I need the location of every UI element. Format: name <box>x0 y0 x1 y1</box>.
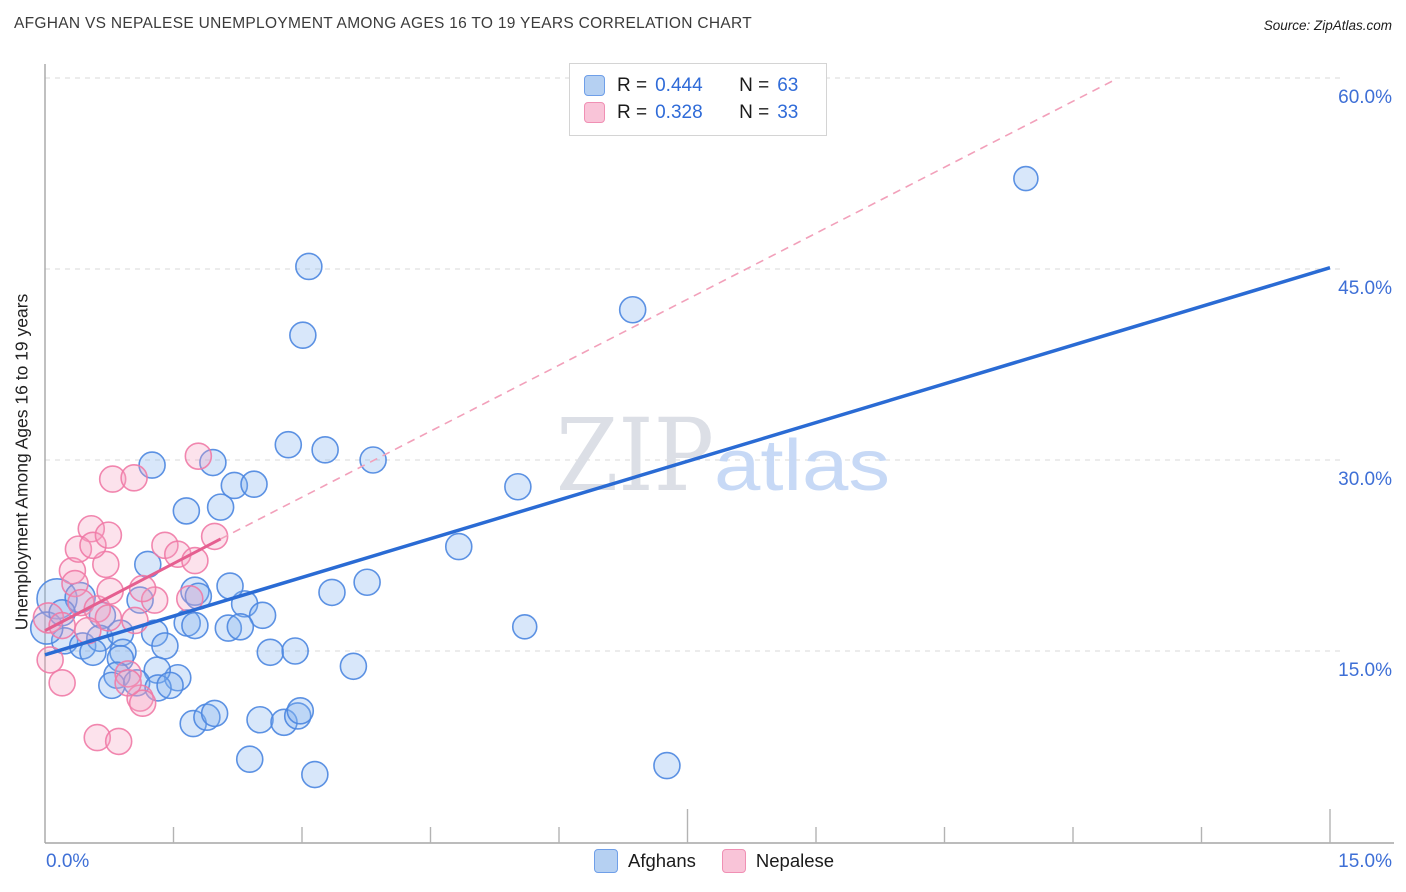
r-label: R = <box>617 74 648 96</box>
scatter-point-nepalese <box>98 465 127 493</box>
y-tick-label: 45.0% <box>1338 278 1392 299</box>
page-title: AFGHAN VS NEPALESE UNEMPLOYMENT AMONG AG… <box>14 15 752 32</box>
scatter-point-nepalese <box>120 464 148 492</box>
scatter-point-afghans <box>504 472 532 501</box>
n-label: N = <box>739 74 770 96</box>
scatter-point-nepalese <box>104 727 133 756</box>
y-tick-label: 15.0% <box>1338 660 1392 681</box>
scatter-point-nepalese <box>114 660 142 688</box>
axes <box>44 64 1394 844</box>
scatter-point-afghans <box>226 613 255 641</box>
scatter-point-nepalese <box>36 646 64 674</box>
scatter-point-nepalese <box>200 522 229 551</box>
scatter-point-afghans <box>511 614 538 640</box>
scatter-point-afghans <box>181 611 209 640</box>
scatter-point-afghans <box>248 601 277 630</box>
nepalese-swatch <box>721 849 746 873</box>
afghans-color-swatch <box>584 75 605 96</box>
watermark-atlas: atlas <box>714 426 890 506</box>
y-tick-label: 30.0% <box>1338 469 1392 490</box>
scatter-point-afghans <box>199 448 227 477</box>
scatter-point-afghans <box>444 532 473 561</box>
scatter-point-afghans <box>206 493 235 521</box>
scatter-point-afghans <box>281 637 309 665</box>
scatter-point-afghans <box>220 471 249 500</box>
scatter-point-nepalese <box>83 723 112 752</box>
scatter-point-afghans <box>286 697 315 725</box>
scatter-point-nepalese <box>140 586 169 614</box>
scatter-point-nepalese <box>128 689 157 718</box>
x-axis-min-label: 0.0% <box>46 851 90 872</box>
scatter-point-afghans <box>200 699 229 728</box>
trend-lines <box>44 78 1331 657</box>
scatter-point-nepalese <box>92 550 120 579</box>
n-label: N = <box>739 101 770 123</box>
scatter-point-afghans <box>339 652 368 681</box>
scatter-point-afghans <box>156 671 184 700</box>
scatter-point-afghans <box>318 578 346 607</box>
legend-label-afghans: Afghans <box>628 850 696 871</box>
scatter-point-afghans <box>295 252 323 281</box>
scatter-point-nepalese <box>79 531 107 560</box>
nepalese-color-swatch <box>584 102 605 123</box>
legend-label-nepalese: Nepalese <box>755 850 835 871</box>
scatter-point-nepalese <box>94 521 123 549</box>
scatter-point-afghans <box>353 568 381 597</box>
r-value-afghans: 0.444 <box>655 74 703 96</box>
n-value-afghans: 63 <box>777 74 799 96</box>
legend-item-nepalese: Nepalese <box>721 849 835 873</box>
afghans-swatch <box>594 849 618 873</box>
correlation-legend: R = 0.444 N = 63 R = 0.328 N = 33 <box>569 63 827 136</box>
source-credit: Source: ZipAtlas.com <box>1263 18 1392 33</box>
scatter-point-afghans <box>289 321 317 350</box>
n-value-nepalese: 33 <box>777 101 799 123</box>
r-label: R = <box>617 101 648 123</box>
scatter-point-nepalese <box>184 442 213 470</box>
y-axis-title: Unemployment Among Ages 16 to 19 years <box>11 293 32 631</box>
scatter-point-afghans <box>301 760 329 789</box>
scatter-point-afghans <box>246 705 274 734</box>
scatter-point-afghans <box>311 436 339 464</box>
series-legend: Afghans Nepalese <box>594 849 834 873</box>
scatter-point-nepalese <box>114 669 142 697</box>
scatter-point-afghans <box>172 497 201 525</box>
y-tick-label: 60.0% <box>1338 87 1392 108</box>
scatter-point-afghans <box>1013 165 1039 192</box>
legend-row-afghans: R = 0.444 N = 63 <box>584 72 814 99</box>
trend-line-afghans-solid <box>44 266 1331 657</box>
r-value-nepalese: 0.328 <box>655 101 703 123</box>
scatter-point-afghans <box>256 638 285 667</box>
gridlines <box>45 77 1345 652</box>
scatter-point-afghans <box>618 295 647 324</box>
scatter-point-afghans <box>126 586 154 614</box>
scatter-point-afghans <box>235 745 264 774</box>
scatter-point-afghans <box>270 708 298 737</box>
scatter-point-afghans <box>214 614 243 642</box>
trend-line-nepalese-solid <box>44 537 222 632</box>
x-axis-max-label: 15.0% <box>1338 851 1392 872</box>
scatter-point-afghans <box>653 751 681 780</box>
scatter-point-afghans <box>151 632 179 660</box>
legend-row-nepalese: R = 0.328 N = 33 <box>584 99 814 126</box>
legend-item-afghans: Afghans <box>594 849 696 873</box>
watermark-zip: ZIP <box>556 397 714 514</box>
watermark: ZIP atlas <box>556 397 890 514</box>
scatter-point-nepalese <box>48 669 76 697</box>
scatter-point-afghans <box>193 703 221 732</box>
scatter-point-afghans <box>240 470 268 498</box>
scatter-point-afghans <box>274 430 303 459</box>
